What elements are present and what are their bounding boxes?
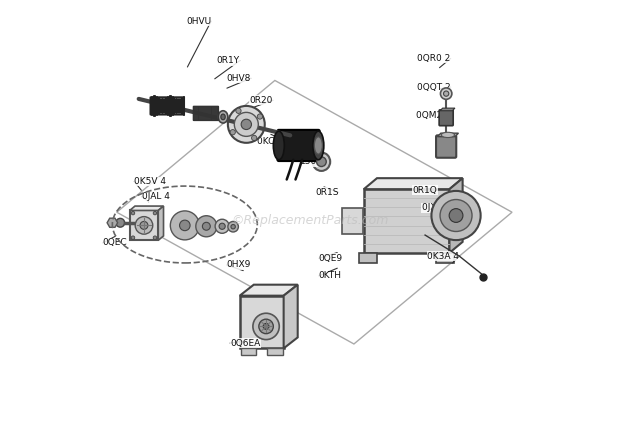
Text: 0HV8: 0HV8: [226, 74, 250, 83]
Polygon shape: [437, 133, 458, 137]
Circle shape: [230, 130, 236, 135]
Circle shape: [440, 88, 452, 99]
Text: 0JX3 2: 0JX3 2: [422, 203, 451, 212]
Polygon shape: [158, 206, 164, 240]
Circle shape: [317, 157, 326, 167]
FancyBboxPatch shape: [439, 110, 453, 126]
Text: 0Q6EA: 0Q6EA: [230, 339, 260, 347]
Circle shape: [170, 211, 199, 240]
Polygon shape: [130, 206, 164, 210]
Ellipse shape: [314, 137, 322, 154]
Polygon shape: [240, 285, 298, 296]
Text: 0HVU: 0HVU: [186, 17, 211, 26]
Circle shape: [196, 216, 217, 237]
Text: 0QM2 2: 0QM2 2: [416, 111, 451, 120]
Circle shape: [440, 199, 472, 232]
Text: 0R1Q: 0R1Q: [413, 186, 437, 195]
Text: 0KTH: 0KTH: [319, 271, 342, 280]
Text: 0R1S: 0R1S: [315, 188, 339, 197]
Circle shape: [180, 220, 190, 231]
Circle shape: [443, 91, 449, 96]
Circle shape: [135, 217, 153, 234]
Polygon shape: [450, 178, 463, 253]
Circle shape: [241, 119, 252, 130]
Circle shape: [449, 209, 463, 222]
Text: 0QR0 2: 0QR0 2: [417, 54, 451, 63]
Circle shape: [202, 222, 210, 230]
Circle shape: [231, 225, 236, 229]
Text: 0KCP 2: 0KCP 2: [257, 137, 288, 146]
Circle shape: [236, 108, 241, 114]
Text: 0R1Y: 0R1Y: [216, 56, 240, 65]
Circle shape: [140, 221, 148, 229]
Text: 0R20: 0R20: [249, 96, 273, 105]
Text: 0HX9: 0HX9: [226, 260, 251, 270]
FancyBboxPatch shape: [241, 348, 257, 355]
Text: 0K3A 4: 0K3A 4: [427, 251, 459, 261]
Circle shape: [116, 218, 125, 227]
Text: 0QE9: 0QE9: [319, 254, 343, 263]
Circle shape: [131, 211, 135, 215]
FancyBboxPatch shape: [342, 208, 363, 234]
Ellipse shape: [312, 152, 330, 171]
Circle shape: [131, 236, 135, 240]
Polygon shape: [364, 178, 463, 189]
Circle shape: [234, 112, 259, 137]
Circle shape: [153, 236, 157, 240]
Text: 0QEC: 0QEC: [103, 239, 127, 248]
Circle shape: [263, 324, 269, 329]
FancyBboxPatch shape: [436, 253, 454, 263]
FancyBboxPatch shape: [240, 296, 283, 348]
Circle shape: [252, 135, 257, 141]
FancyBboxPatch shape: [278, 130, 320, 161]
Circle shape: [253, 313, 279, 339]
Circle shape: [228, 221, 239, 232]
Circle shape: [228, 106, 265, 143]
FancyBboxPatch shape: [267, 348, 283, 355]
Polygon shape: [440, 108, 455, 111]
Text: ©ReplacementParts.com: ©ReplacementParts.com: [231, 214, 389, 228]
Text: 0JAL 4: 0JAL 4: [142, 192, 170, 202]
Circle shape: [432, 191, 480, 240]
Circle shape: [219, 223, 225, 229]
Circle shape: [257, 114, 262, 119]
Circle shape: [215, 219, 229, 233]
Ellipse shape: [273, 131, 285, 160]
Text: 0QQT 2: 0QQT 2: [417, 83, 451, 91]
Circle shape: [259, 319, 273, 334]
FancyBboxPatch shape: [360, 253, 377, 263]
FancyBboxPatch shape: [364, 189, 450, 253]
Text: 1502: 1502: [300, 157, 323, 166]
Ellipse shape: [441, 132, 454, 137]
Polygon shape: [107, 218, 118, 227]
Text: 0K5V 4: 0K5V 4: [135, 177, 166, 186]
FancyBboxPatch shape: [130, 210, 158, 240]
Ellipse shape: [313, 131, 324, 160]
FancyBboxPatch shape: [436, 135, 456, 158]
Ellipse shape: [221, 114, 225, 120]
Ellipse shape: [218, 111, 228, 123]
Polygon shape: [283, 285, 298, 348]
Circle shape: [153, 211, 157, 215]
